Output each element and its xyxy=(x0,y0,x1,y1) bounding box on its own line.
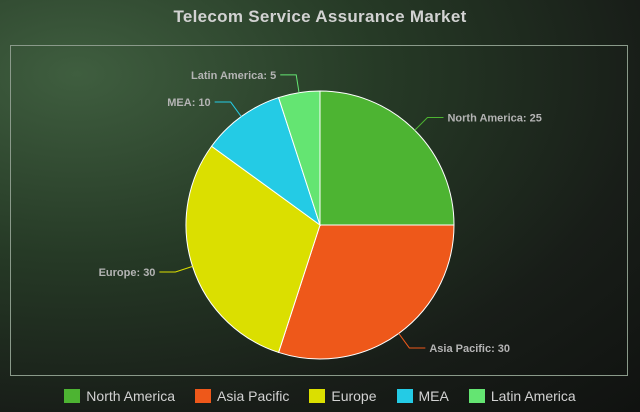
data-label-europe: Europe: 30 xyxy=(99,267,156,279)
pie-slice-north-america[interactable] xyxy=(319,90,455,226)
pie-slice-asia-pacific[interactable] xyxy=(277,224,455,360)
legend-label: MEA xyxy=(418,388,449,404)
legend-item-latin-america[interactable]: Latin America xyxy=(468,388,576,404)
connector-mea xyxy=(214,101,242,117)
legend-item-europe[interactable]: Europe xyxy=(309,388,377,404)
data-label-mea: MEA: 10 xyxy=(167,97,210,109)
legend-label: Europe xyxy=(331,388,377,404)
connector-north-america xyxy=(414,117,444,131)
legend-label: North America xyxy=(86,388,175,404)
pie-slice-europe[interactable] xyxy=(185,145,321,354)
legend-swatch xyxy=(396,389,413,403)
chart-title: Telecom Service Assurance Market xyxy=(173,7,467,26)
legend-swatch xyxy=(309,389,326,403)
connector-asia-pacific xyxy=(398,333,426,349)
plot-area-border xyxy=(10,45,628,376)
legend-item-mea[interactable]: MEA xyxy=(396,388,449,404)
legend-item-north-america[interactable]: North America xyxy=(64,388,175,404)
pie-slices xyxy=(185,90,455,360)
data-label-latin-america: Latin America: 5 xyxy=(191,70,276,82)
legend-label: Asia Pacific xyxy=(217,388,290,404)
connector-latin-america xyxy=(280,74,300,93)
legend-label: Latin America xyxy=(490,388,576,404)
legend-swatch xyxy=(195,389,211,403)
legend-swatch xyxy=(468,389,485,403)
data-labels: North America: 25 Asia Pacific: 30 Europe:… xyxy=(99,70,542,355)
pie-slice-mea[interactable] xyxy=(210,96,321,227)
data-label-asia-pacific: Asia Pacific: 30 xyxy=(429,343,510,355)
pie-slice-latin-america[interactable] xyxy=(277,90,321,226)
data-label-north-america: North America: 25 xyxy=(447,113,541,125)
legend-swatch xyxy=(64,389,81,403)
legend: North America Asia Pacific Europe MEA Latin … xyxy=(0,388,640,404)
connector-europe xyxy=(159,265,193,273)
legend-item-asia-pacific[interactable]: Asia Pacific xyxy=(195,388,289,404)
data-label-connectors xyxy=(159,74,444,349)
